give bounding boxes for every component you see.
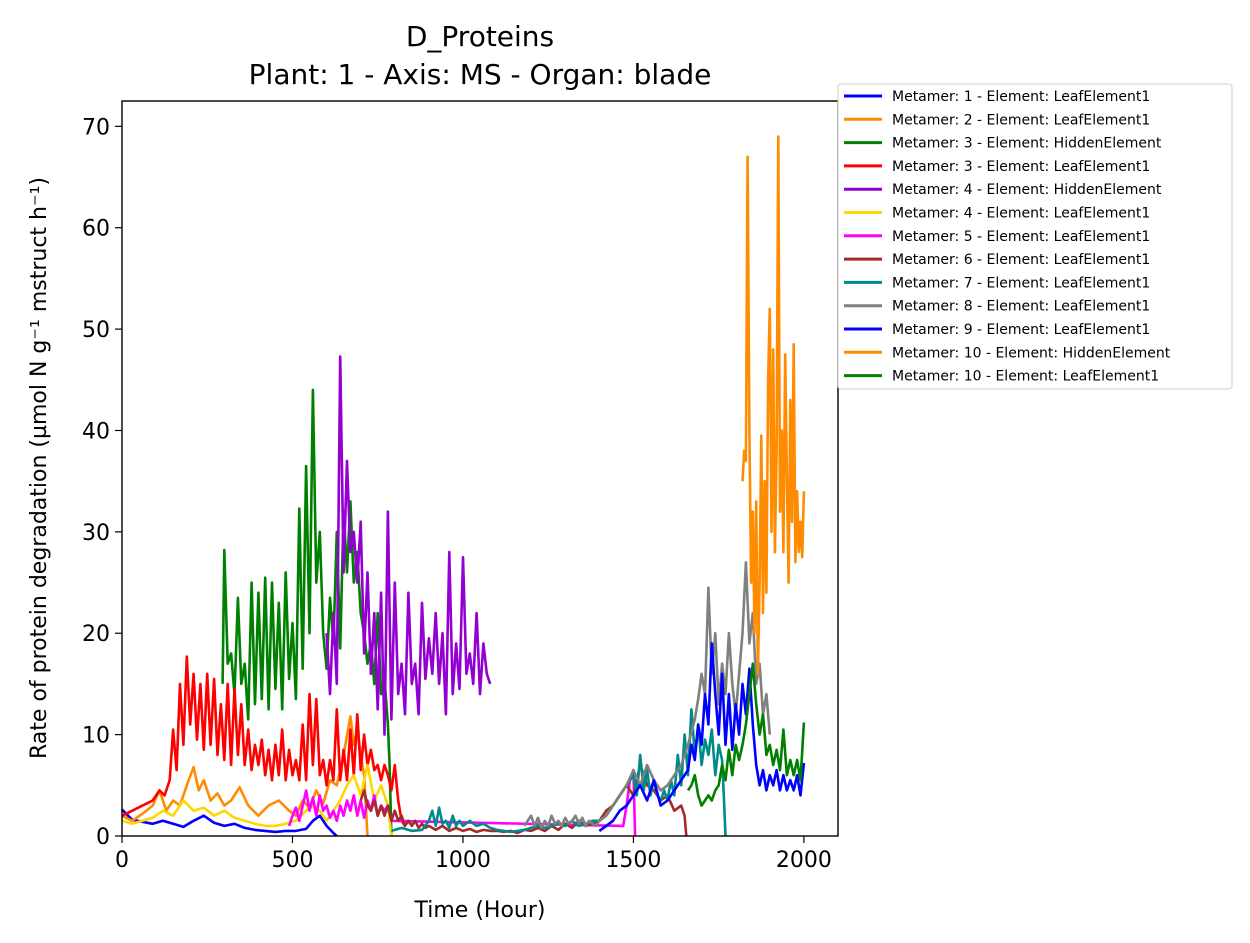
series-line-3 xyxy=(221,388,393,837)
y-tick-label: 70 xyxy=(82,115,110,140)
series-line-11 xyxy=(598,642,806,832)
series-line-12 xyxy=(741,135,806,676)
legend-entry: Metamer: 3 - Element: HiddenElement xyxy=(892,136,1162,152)
y-axis: 0 10 20 30 40 50 60 70 xyxy=(82,115,122,850)
legend-entry: Metamer: 4 - Element: HiddenElement xyxy=(892,182,1162,198)
series-line-5 xyxy=(325,355,492,736)
y-tick-label: 0 xyxy=(96,825,110,850)
y-tick-label: 50 xyxy=(82,318,110,343)
y-tick-label: 30 xyxy=(82,521,110,546)
x-tick-label: 500 xyxy=(271,848,313,873)
series-line-1 xyxy=(121,808,338,837)
legend-entry: Metamer: 6 - Element: LeafElement1 xyxy=(892,252,1150,268)
series-layer xyxy=(121,135,806,837)
plot-frame xyxy=(121,100,839,837)
x-axis: 0 500 1000 1500 2000 xyxy=(115,836,832,873)
x-tick-label: 2000 xyxy=(776,848,832,873)
chart-title: D_Proteins xyxy=(406,20,554,53)
x-tick-label: 1000 xyxy=(435,848,491,873)
legend-entry: Metamer: 3 - Element: LeafElement1 xyxy=(892,159,1150,175)
legend-box xyxy=(837,83,1233,390)
legend-entry: Metamer: 1 - Element: LeafElement1 xyxy=(892,89,1150,105)
y-axis-label: Rate of protein degradation (µmol N g⁻¹ … xyxy=(27,177,52,759)
x-tick-label: 0 xyxy=(115,848,129,873)
y-tick-label: 20 xyxy=(82,622,110,647)
legend-entry: Metamer: 10 - Element: HiddenElement xyxy=(892,345,1171,361)
series-line-13 xyxy=(686,662,806,807)
legend-entry: Metamer: 4 - Element: LeafElement1 xyxy=(892,206,1150,222)
chart-subtitle: Plant: 1 - Axis: MS - Organ: blade xyxy=(249,58,712,91)
legend: Metamer: 1 - Element: LeafElement1 Metame… xyxy=(837,83,1233,390)
legend-entry: Metamer: 10 - Element: LeafElement1 xyxy=(892,369,1159,385)
legend-entry: Metamer: 8 - Element: LeafElement1 xyxy=(892,299,1150,315)
series-line-2 xyxy=(121,715,369,837)
y-tick-label: 10 xyxy=(82,724,110,749)
legend-entry: Metamer: 2 - Element: LeafElement1 xyxy=(892,112,1150,128)
legend-entry: Metamer: 7 - Element: LeafElement1 xyxy=(892,275,1150,291)
legend-entry: Metamer: 9 - Element: LeafElement1 xyxy=(892,322,1150,338)
series-line-4 xyxy=(121,655,407,827)
x-axis-label: Time (Hour) xyxy=(414,898,546,923)
series-line-10 xyxy=(523,561,772,830)
x-tick-label: 1500 xyxy=(605,848,661,873)
series-line-6 xyxy=(121,763,393,837)
legend-entry: Metamer: 5 - Element: LeafElement1 xyxy=(892,229,1150,245)
series-line-9 xyxy=(391,708,727,837)
series-line-8 xyxy=(359,763,688,837)
y-tick-label: 40 xyxy=(82,419,110,444)
y-tick-label: 60 xyxy=(82,217,110,242)
